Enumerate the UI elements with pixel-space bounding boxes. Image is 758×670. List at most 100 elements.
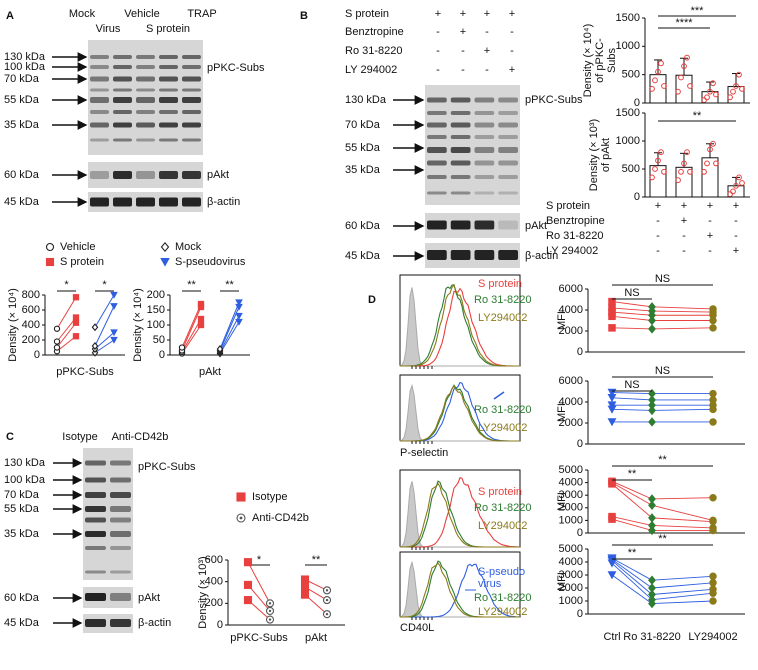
band-label: pAkt [525, 220, 547, 232]
blot-band [110, 546, 131, 550]
condition-label: S protein [345, 8, 389, 20]
blot-band [136, 76, 155, 82]
legend-marker [239, 516, 243, 520]
donor-line [651, 408, 714, 411]
blot-band [90, 197, 109, 207]
data-point [684, 54, 690, 61]
blot-band [85, 593, 106, 601]
y-tick-label: 3000 [559, 489, 583, 501]
y-tick-label: 3000 [559, 569, 583, 581]
donor-line [611, 408, 653, 411]
donor-line [611, 516, 653, 526]
blot-band [90, 122, 109, 128]
band-label: pPKC-Subs [525, 94, 583, 106]
marker-label: 70 kDa [4, 73, 40, 85]
data-point [608, 312, 616, 321]
data-point [300, 590, 310, 599]
blot-band [474, 147, 495, 153]
y-axis-label: Subs [606, 47, 618, 73]
pair-line [56, 322, 77, 348]
blot-band [110, 531, 131, 537]
donor-line [611, 482, 653, 506]
condition-sign: + [733, 245, 739, 257]
blot-band [110, 570, 131, 574]
data-point [736, 71, 742, 78]
condition-sign: - [708, 245, 712, 257]
data-point [678, 168, 684, 175]
data-point [243, 596, 253, 605]
band-label: pAkt [138, 592, 160, 604]
histogram-label: S protein [478, 486, 522, 498]
donor-line [651, 600, 714, 605]
point-center [325, 598, 329, 602]
data-point [704, 94, 710, 101]
histogram-curve [400, 287, 520, 367]
blot [83, 448, 133, 580]
blot-band [113, 97, 132, 103]
blot [83, 614, 133, 633]
condition-label: LY 294002 [345, 64, 397, 76]
data-point [739, 180, 745, 186]
pair-line [94, 294, 115, 328]
y-tick-label: 4000 [559, 556, 583, 568]
significance-label: ** [312, 554, 321, 566]
condition-sign: - [656, 245, 660, 257]
donor-line [611, 518, 653, 531]
data-point [300, 583, 310, 592]
condition-sign: - [734, 215, 738, 227]
point-center [325, 612, 329, 616]
blot-band [136, 65, 155, 69]
blot-band [474, 191, 495, 195]
significance-label: ** [628, 547, 637, 559]
data-point [53, 325, 61, 332]
donor-line [651, 524, 714, 529]
blot-band [136, 97, 155, 103]
y-tick-label: 400 [205, 576, 223, 588]
data-point [713, 160, 719, 167]
donor-line [651, 306, 714, 310]
lane-label: Vehicle [124, 8, 159, 20]
condition-sign: - [510, 45, 514, 57]
data-point [648, 525, 656, 536]
blot-band [498, 111, 518, 115]
legend-marker [160, 257, 170, 267]
data-point [53, 338, 61, 345]
data-point [91, 342, 99, 350]
donor-line [611, 483, 653, 519]
donor-line [611, 480, 653, 500]
pair-line [219, 302, 240, 350]
panel-label: A [6, 10, 14, 22]
y-tick-label: 600 [205, 554, 223, 566]
data-point [72, 333, 80, 340]
blot-band [110, 492, 131, 498]
blot-band [474, 160, 495, 166]
x-axis-label: pAkt [199, 366, 221, 378]
donor-line [651, 504, 714, 521]
lane-label: Virus [96, 23, 121, 35]
legend-label: S protein [60, 256, 104, 268]
histogram-label: Ro 31-8220 [474, 502, 532, 514]
data-point [713, 91, 719, 98]
blot-band [450, 160, 471, 166]
blot-band [90, 97, 109, 103]
condition-label: Benztropine [345, 26, 404, 38]
data-point [91, 323, 99, 332]
condition-sign: - [682, 230, 686, 242]
condition-sign: - [510, 26, 514, 38]
marker-label: 130 kDa [4, 457, 46, 469]
condition-sign: + [460, 26, 466, 38]
histogram-label: Ro 31-8220 [474, 404, 532, 416]
blot-band [474, 220, 495, 230]
donor-line [651, 588, 714, 595]
data-point [710, 80, 716, 87]
blot-band [474, 175, 495, 179]
blot-band [159, 197, 178, 207]
legend-label: Anti-CD42b [252, 512, 309, 524]
marker-label: 100 kDa [4, 474, 46, 486]
blot-band [110, 619, 131, 627]
pair-line [181, 303, 202, 348]
blot-band [450, 147, 471, 153]
band-label: β-actin [525, 250, 558, 262]
condition-sign: - [436, 45, 440, 57]
blot-band [90, 88, 109, 92]
